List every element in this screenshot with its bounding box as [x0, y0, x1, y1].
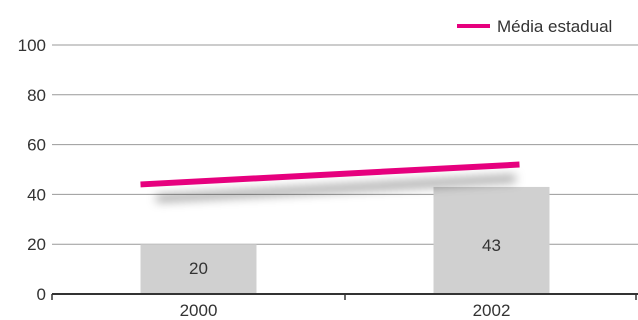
average-line-shadow — [156, 175, 516, 202]
y-tick-label: 60 — [27, 136, 46, 155]
legend-label: Média estadual — [497, 17, 612, 36]
legend: Média estadual — [457, 17, 612, 36]
bar — [140, 244, 257, 294]
bar-data-label: 20 — [189, 259, 208, 278]
axes: 2000 2002 — [51, 293, 638, 320]
x-tick-label: 2000 — [180, 301, 218, 320]
bar — [433, 186, 550, 294]
bar-data-label: 43 — [482, 236, 501, 255]
average-line-layer — [140, 161, 520, 202]
y-tick-label: 20 — [27, 235, 46, 254]
average-line — [140, 161, 520, 188]
y-tick-label: 40 — [27, 185, 46, 204]
y-tick-label: 0 — [37, 285, 46, 304]
y-tick-label: 100 — [18, 36, 46, 55]
y-tick-label: 80 — [27, 86, 46, 105]
x-tick-label: 2002 — [473, 301, 511, 320]
